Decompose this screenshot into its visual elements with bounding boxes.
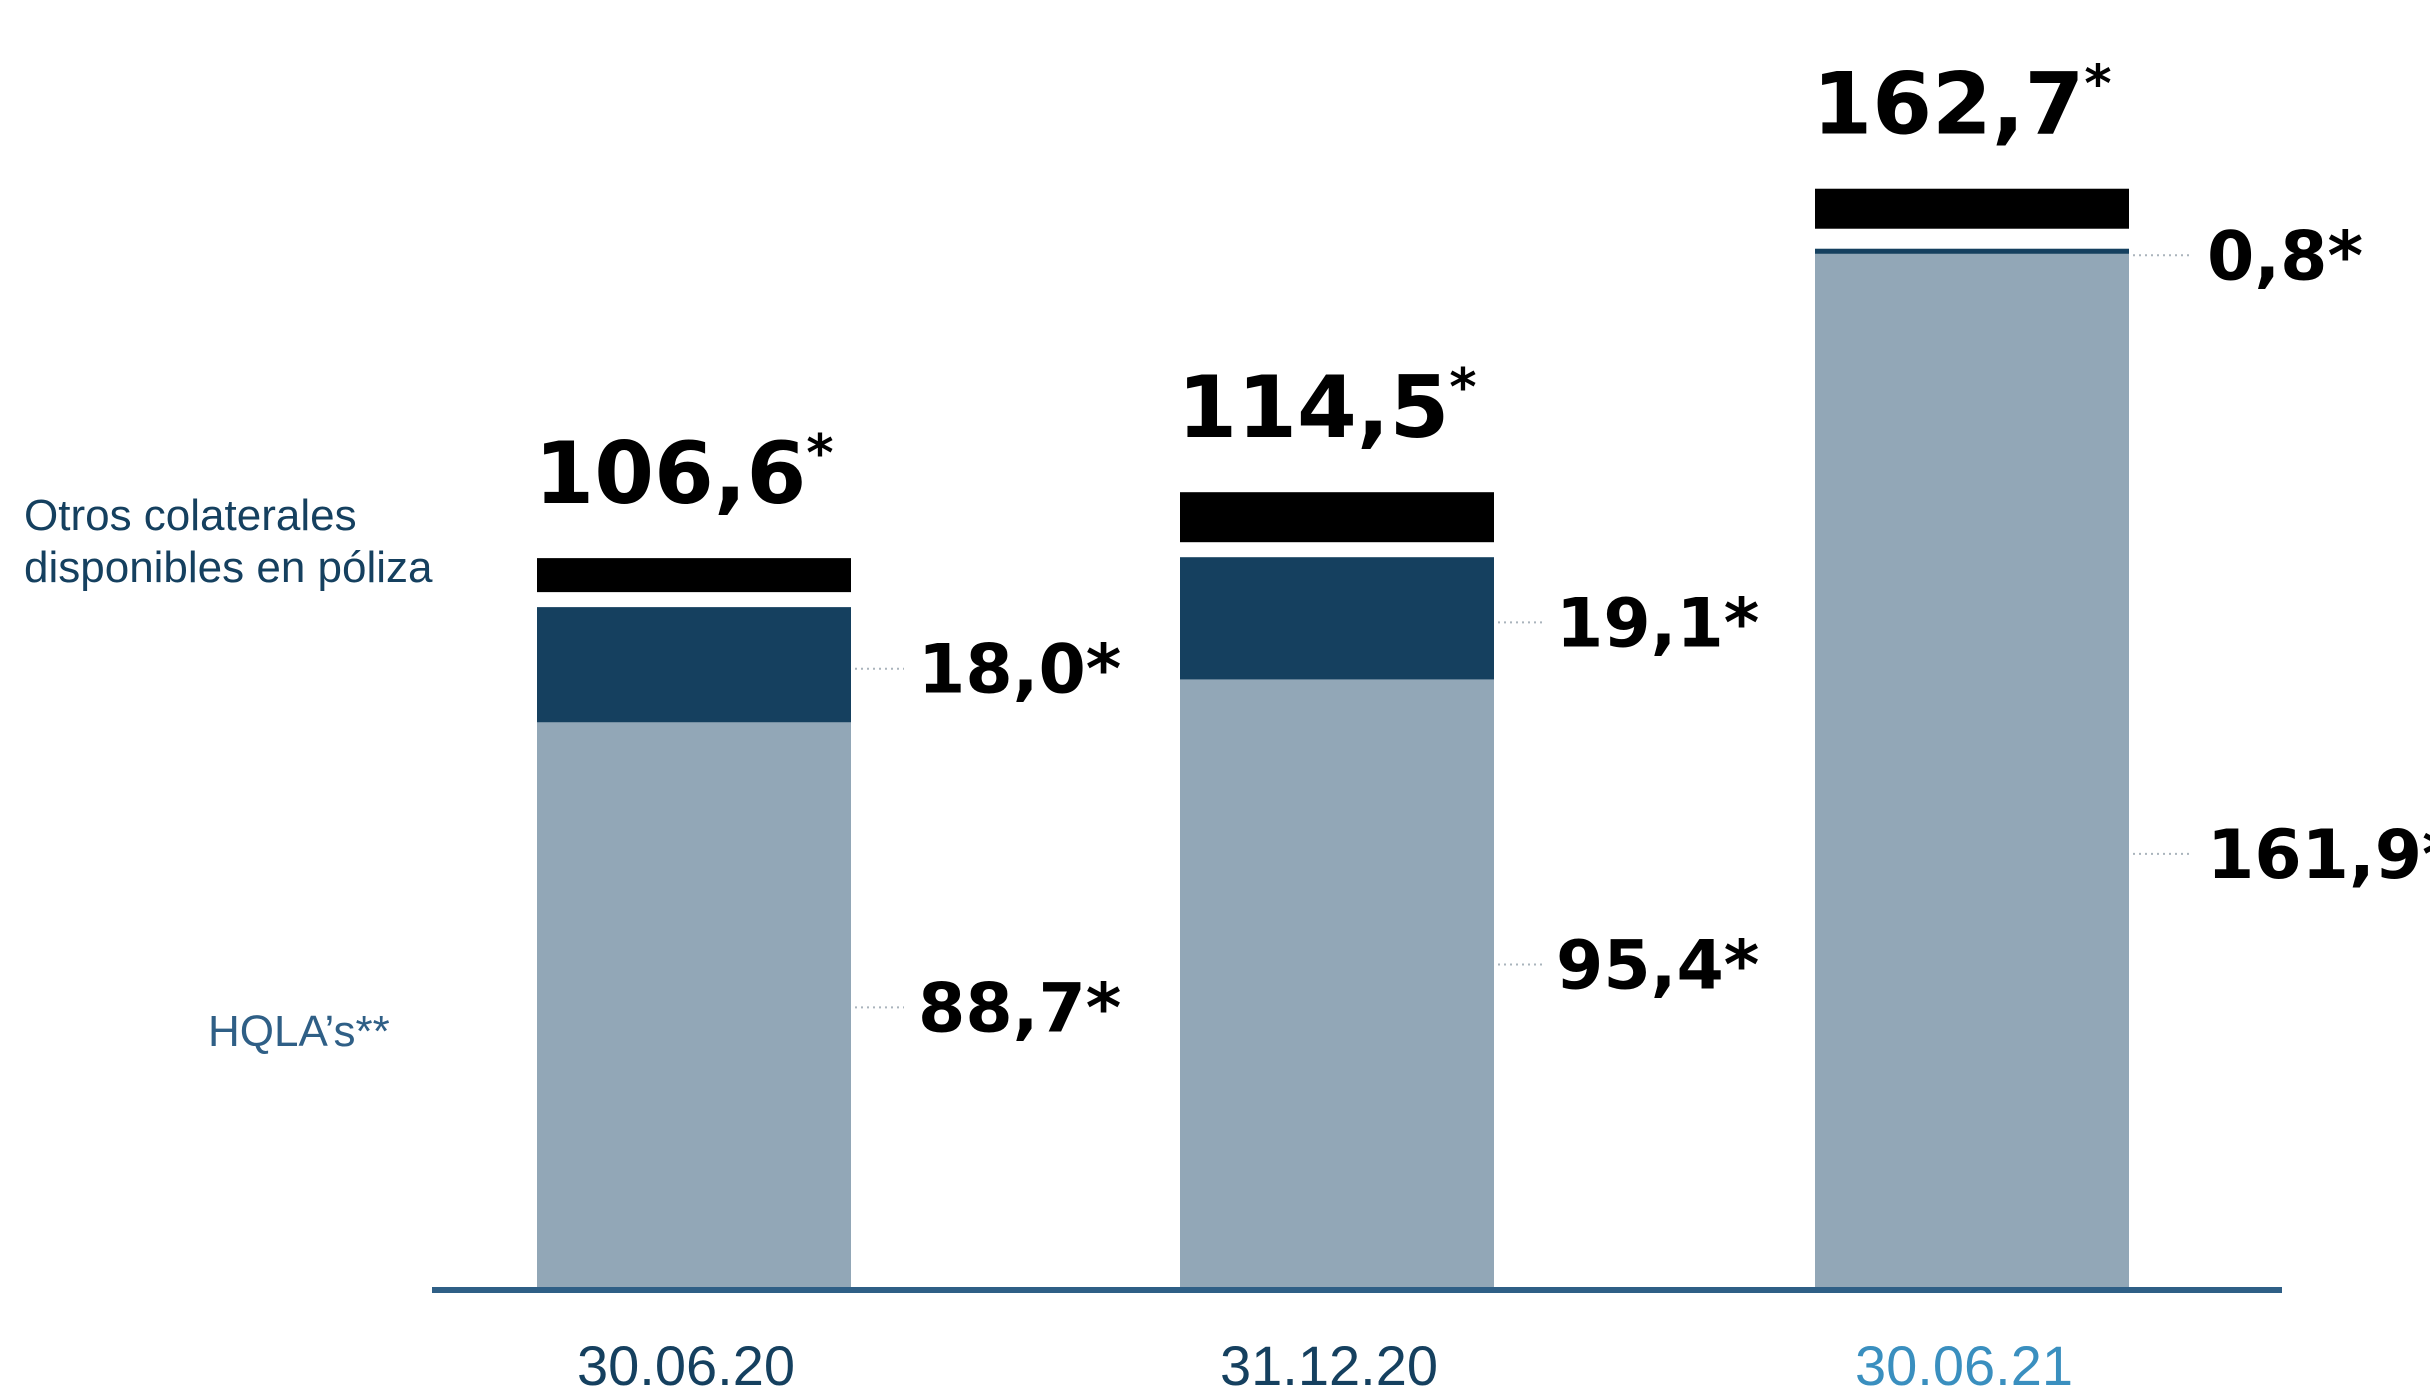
x-tick-label: 31.12.20 <box>1220 1334 1438 1397</box>
bar-segment-otros-colaterales <box>1180 557 1494 680</box>
data-label-otros-colaterales: 18,0* <box>918 631 1121 710</box>
legend-label-otros-colaterales: Otros colaterales disponibles en póliza <box>24 491 433 592</box>
total-asterisk: * <box>2084 55 2111 115</box>
total-label: 162,7* <box>1812 55 2111 155</box>
data-label-hqla: 95,4* <box>1556 926 1759 1005</box>
data-label-hqla: 161,9* <box>2207 816 2430 895</box>
bar-segment-hqla <box>1180 679 1494 1290</box>
total-cap-bar <box>1815 188 2129 229</box>
bar-segment-otros-colaterales <box>1815 248 2129 254</box>
data-label-otros-colaterales: 19,1* <box>1556 584 1759 663</box>
bar-segment-hqla <box>1815 253 2129 1291</box>
x-tick-label: 30.06.21 <box>1855 1334 2073 1397</box>
total-label: 106,6* <box>534 424 833 524</box>
total-value: 106,6 <box>534 424 806 524</box>
total-cap-bar <box>537 558 851 593</box>
total-value: 114,5 <box>1177 358 1449 458</box>
data-label-hqla: 88,7* <box>918 969 1121 1048</box>
bar-segment-hqla <box>537 722 851 1290</box>
bar-segment-otros-colaterales <box>537 607 851 723</box>
legend-label-hqla: HQLA’s** <box>208 1007 390 1056</box>
total-value: 162,7 <box>1812 55 2084 155</box>
total-asterisk: * <box>806 424 833 484</box>
total-label: 114,5* <box>1177 358 1476 458</box>
x-tick-label: 30.06.20 <box>577 1334 795 1397</box>
total-asterisk: * <box>1449 358 1476 418</box>
total-cap-bar <box>1180 492 1494 543</box>
data-label-otros-colaterales: 0,8* <box>2207 217 2363 296</box>
